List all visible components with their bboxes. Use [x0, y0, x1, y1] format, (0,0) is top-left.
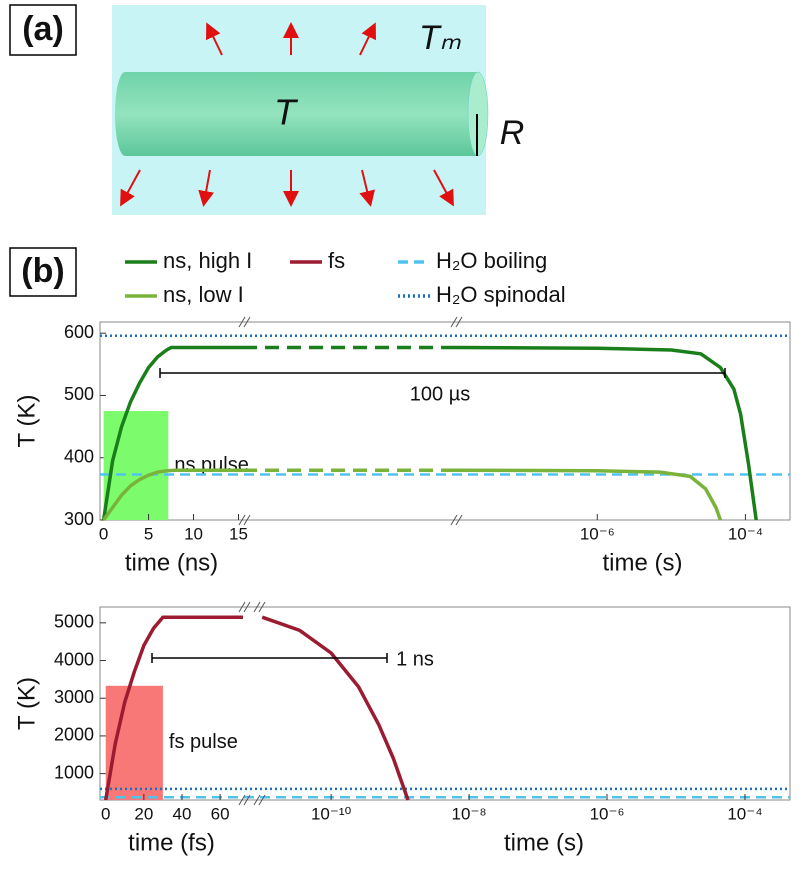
x-tick-label: 0 — [99, 524, 108, 543]
span-label: 1 ns — [396, 648, 434, 670]
legend-label: fs — [328, 248, 345, 273]
x-tick-label: 10⁻⁶ — [580, 524, 615, 543]
x-tick-label: 60 — [211, 804, 230, 823]
legend-label: H₂O spinodal — [436, 282, 566, 307]
y-tick-label: 4000 — [54, 649, 94, 669]
x-tick-label: 0 — [101, 804, 110, 823]
pulse-label: fs pulse — [169, 731, 238, 753]
radius-label: R — [500, 114, 525, 152]
pulse-label: ns pulse — [174, 454, 249, 476]
x-tick-label: 10 — [184, 524, 203, 543]
label-box — [9, 4, 77, 56]
axis-break — [238, 601, 251, 613]
pulse — [103, 411, 169, 520]
span-bracket — [151, 653, 388, 663]
axis-break — [238, 514, 251, 526]
rod-temperature: T — [274, 92, 299, 133]
axis-break — [253, 794, 266, 806]
heat-arrows — [120, 22, 454, 207]
y-tick-label: 400 — [64, 446, 94, 466]
x-tick-label: 10⁻⁶ — [590, 804, 625, 823]
series-line — [102, 468, 243, 522]
x-tick-label: 10⁻⁸ — [452, 804, 487, 823]
x-tick-label: 10⁻⁴ — [727, 804, 762, 823]
legend-label: ns, low I — [163, 282, 244, 307]
panel-label: (b) — [21, 252, 64, 290]
axis-break — [238, 316, 251, 328]
panel-label: (a) — [22, 10, 64, 48]
span-label: 100 µs — [410, 383, 470, 405]
y-axis-label: T (K) — [13, 677, 40, 730]
x-tick-label: 40 — [173, 804, 192, 823]
y-tick-label: 500 — [64, 384, 94, 404]
y-tick-label: 2000 — [54, 725, 94, 745]
legend-label: ns, high I — [163, 248, 252, 273]
panel-a: (a) T Tₘ R — [9, 4, 525, 215]
x-tick-label: 5 — [144, 524, 153, 543]
y-tick-label: 5000 — [54, 612, 94, 632]
axis-break — [238, 794, 251, 806]
y-axis-label: T (K) — [13, 395, 40, 448]
x-tick-label: 10⁻¹⁰ — [311, 804, 352, 823]
x-tick-label: 20 — [134, 804, 153, 823]
y-tick-label: 300 — [64, 509, 94, 529]
rod — [115, 72, 488, 156]
x-axis-label: time (s) — [603, 549, 683, 576]
y-tick-label: 600 — [64, 322, 94, 342]
plot-frame — [99, 321, 791, 521]
plot-frame — [99, 606, 791, 801]
x-axis-label: time (ns) — [125, 549, 218, 576]
axis-break — [450, 316, 463, 328]
axis-break — [253, 601, 266, 613]
series-line — [103, 615, 243, 801]
series-line — [101, 345, 243, 521]
series-line — [454, 468, 723, 521]
legend-label: H₂O boiling — [436, 248, 547, 273]
x-tick-label: 10⁻⁴ — [728, 524, 763, 543]
y-tick-label: 1000 — [54, 762, 94, 782]
series-line — [454, 345, 758, 521]
medium-temperature: Tₘ — [419, 19, 462, 57]
x-axis-label: time (fs) — [128, 829, 215, 856]
x-axis-label: time (s) — [504, 829, 584, 856]
x-tick-label: 15 — [229, 524, 248, 543]
axis-break — [450, 514, 463, 526]
label-box — [9, 247, 77, 297]
span-bracket — [159, 368, 726, 378]
series-line — [261, 615, 410, 801]
y-tick-label: 3000 — [54, 687, 94, 707]
